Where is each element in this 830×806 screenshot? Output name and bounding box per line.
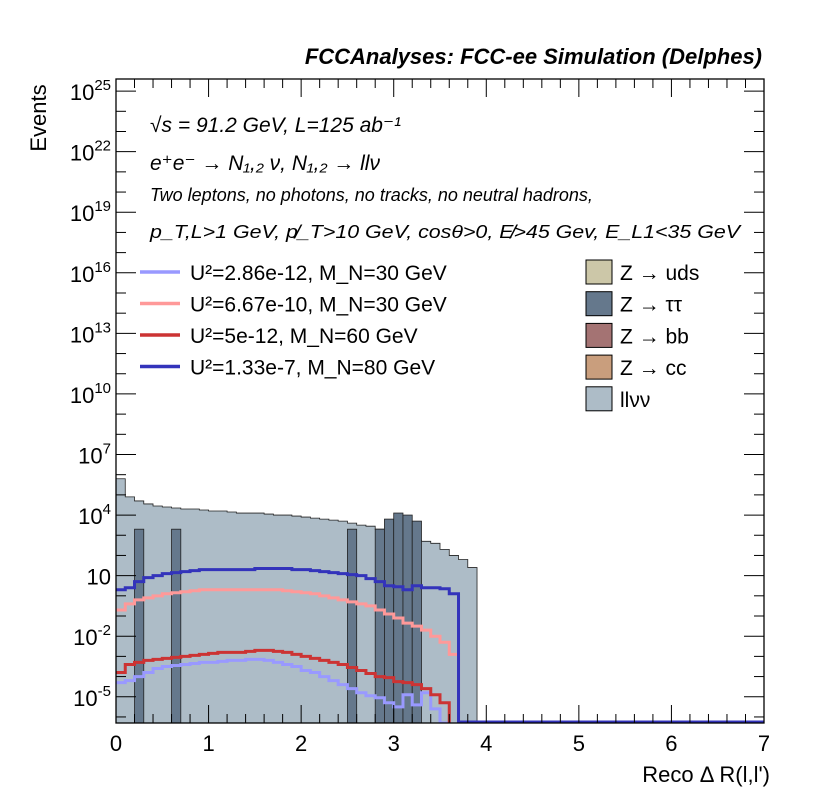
y-tick-label: 107 (78, 440, 111, 468)
y-tick-label: 1025 (70, 77, 111, 105)
x-tick-label: 7 (758, 731, 770, 756)
tautau-bin (374, 528, 385, 723)
x-axis-label: Reco Δ R(l,l') (642, 762, 770, 787)
x-tick-label: 5 (573, 731, 585, 756)
background-legend-swatch (585, 386, 613, 412)
y-tick-label: 104 (78, 501, 111, 529)
signal-line-m30-u2-2.86e-12 (116, 657, 451, 723)
background-legend-label: Z → cc (620, 357, 687, 380)
x-tick-label: 0 (110, 731, 122, 756)
x-tick-label: 4 (480, 731, 492, 756)
chart-title: FCCAnalyses: FCC-ee Simulation (Delphes) (305, 44, 762, 69)
energy-lumi-annotation: √s = 91.2 GeV, L=125 ab⁻¹ (150, 114, 401, 137)
background-legend-label: Z → uds (620, 262, 699, 285)
y-tick-label: 1010 (70, 380, 111, 408)
x-tick-label: 2 (295, 731, 307, 756)
y-tick-label: 10 (87, 565, 111, 590)
signal-line-m30-u2-6.67e-10 (116, 588, 461, 723)
background-legend-label: llνν (620, 389, 650, 412)
signal-legend-label: U²=6.67e-10, M_N=30 GeV (190, 294, 447, 317)
x-tick-label: 1 (202, 731, 214, 756)
signal-line-m60 (116, 648, 451, 723)
selection-annotation-1: Two leptons, no photons, no tracks, no n… (150, 185, 593, 205)
tautau-bin (384, 518, 395, 723)
background-legend-swatch (585, 354, 613, 380)
y-tick-label: 1022 (70, 138, 111, 166)
x-tick-label: 3 (388, 731, 400, 756)
background-legend-label: Z → ττ (620, 294, 683, 317)
tautau-bin (134, 528, 145, 723)
tautau-bin (171, 528, 182, 723)
y-tick-label: 10-5 (73, 683, 111, 711)
y-tick-label: 10-2 (73, 622, 111, 650)
process-annotation: e⁺e⁻ → N₁,₂ ν, N₁,₂ → llν (150, 152, 380, 175)
y-axis-label: Events (26, 84, 51, 151)
background-legend-label: Z → bb (620, 325, 689, 348)
y-tick-label: 1019 (70, 198, 111, 226)
y-tick-label: 1016 (70, 259, 111, 287)
signal-legend-label: U²=5e-12, M_N=60 GeV (190, 325, 418, 348)
y-tick-label: 1013 (70, 319, 111, 347)
x-tick-label: 6 (665, 731, 677, 756)
background-legend-swatch (585, 322, 613, 348)
plot-area (115, 78, 765, 724)
background-legend-swatch (585, 259, 613, 285)
selection-annotation-2: p_T,L>1 GeV, p̸_T>10 GeV, cosθ>0, E̸>45 … (149, 222, 743, 242)
plot-frame (115, 78, 765, 724)
signal-legend-label: U²=1.33e-7, M_N=80 GeV (190, 357, 435, 380)
background-legend-swatch (585, 291, 613, 317)
signal-line-m80 (116, 567, 461, 723)
signal-legend-label: U²=2.86e-12, M_N=30 GeV (190, 262, 447, 285)
